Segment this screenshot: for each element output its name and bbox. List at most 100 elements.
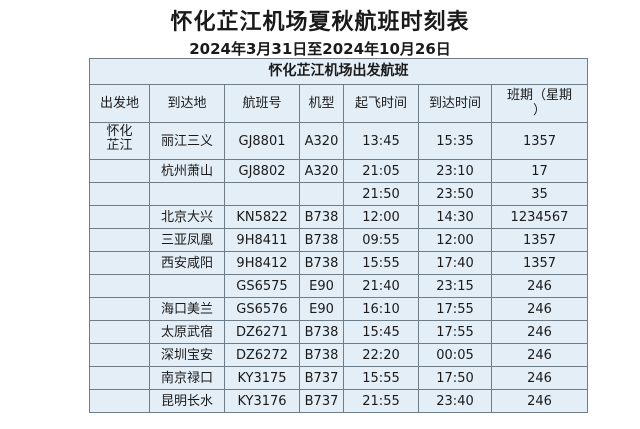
cell-arrival-time: 14:30 — [418, 205, 492, 229]
header-aircraft: 机型 — [299, 84, 344, 123]
table-row: 西安咸阳 9H8412 B738 15:55 17:40 1357 — [89, 251, 589, 275]
cell-schedule-days: 246 — [490, 389, 589, 413]
table-row: 南京禄口 KY3175 B737 15:55 17:50 246 — [89, 366, 589, 390]
cell-origin — [89, 159, 150, 183]
table-row: 深圳宝安 DZ6272 B738 22:20 00:05 246 — [89, 343, 589, 367]
cell-aircraft — [299, 182, 344, 206]
date-range: 2024年3月31日至2024年10月26日 — [189, 40, 451, 58]
cell-flight-number — [224, 182, 300, 206]
cell-aircraft: E90 — [299, 297, 344, 321]
cell-aircraft: B737 — [299, 366, 344, 390]
cell-schedule-days: 1357 — [490, 251, 589, 275]
table-row: 昆明长水 KY3176 B737 21:55 23:40 246 — [89, 389, 589, 413]
cell-origin — [89, 274, 150, 298]
cell-departure-time: 12:00 — [343, 205, 419, 229]
header-departure-time: 起飞时间 — [343, 84, 419, 123]
header-destination: 到达地 — [149, 84, 225, 123]
cell-flight-number: KY3176 — [224, 389, 300, 413]
cell-origin: 怀化 芷江 — [89, 122, 150, 160]
cell-origin — [89, 297, 150, 321]
cell-origin — [89, 228, 150, 252]
cell-arrival-time: 23:40 — [418, 389, 492, 413]
cell-departure-time: 21:50 — [343, 182, 419, 206]
cell-arrival-time: 17:40 — [418, 251, 492, 275]
cell-destination: 南京禄口 — [149, 366, 225, 390]
cell-departure-time: 21:55 — [343, 389, 419, 413]
cell-aircraft: B738 — [299, 205, 344, 229]
cell-schedule-days: 1234567 — [490, 205, 589, 229]
cell-origin — [89, 366, 150, 390]
cell-arrival-time: 15:35 — [418, 122, 492, 160]
cell-departure-time: 15:45 — [343, 320, 419, 344]
cell-flight-number: DZ6272 — [224, 343, 300, 367]
cell-destination — [149, 182, 225, 206]
cell-schedule-days: 246 — [490, 343, 589, 367]
cell-aircraft: B738 — [299, 320, 344, 344]
cell-arrival-time: 17:50 — [418, 366, 492, 390]
cell-flight-number: 9H8411 — [224, 228, 300, 252]
table-row: 杭州萧山 GJ8802 A320 21:05 23:10 17 — [89, 159, 589, 183]
cell-departure-time: 16:10 — [343, 297, 419, 321]
cell-flight-number: 9H8412 — [224, 251, 300, 275]
cell-arrival-time: 23:15 — [418, 274, 492, 298]
cell-destination: 西安咸阳 — [149, 251, 225, 275]
cell-arrival-time: 17:55 — [418, 320, 492, 344]
cell-arrival-time: 23:50 — [418, 182, 492, 206]
cell-departure-time: 09:55 — [343, 228, 419, 252]
table-row: GS6575 E90 21:40 23:15 246 — [89, 274, 589, 298]
cell-aircraft: E90 — [299, 274, 344, 298]
cell-origin — [89, 389, 150, 413]
cell-schedule-days: 246 — [490, 320, 589, 344]
table-row: 北京大兴 KN5822 B738 12:00 14:30 1234567 — [89, 205, 589, 229]
table-caption: 怀化芷江机场出发航班 — [88, 58, 589, 85]
cell-flight-number: GJ8801 — [224, 122, 300, 160]
cell-schedule-days: 1357 — [490, 228, 589, 252]
cell-origin — [89, 343, 150, 367]
table-row: 21:50 23:50 35 — [89, 182, 589, 206]
cell-arrival-time: 12:00 — [418, 228, 492, 252]
cell-arrival-time: 23:10 — [418, 159, 492, 183]
header-flight-number: 航班号 — [224, 84, 300, 123]
cell-aircraft: A320 — [299, 122, 344, 160]
table-row: 海口美兰 GS6576 E90 16:10 17:55 246 — [89, 297, 589, 321]
table-row: 三亚凤凰 9H8411 B738 09:55 12:00 1357 — [89, 228, 589, 252]
cell-destination: 深圳宝安 — [149, 343, 225, 367]
cell-origin — [89, 251, 150, 275]
cell-flight-number: GS6576 — [224, 297, 300, 321]
cell-destination: 海口美兰 — [149, 297, 225, 321]
cell-destination: 北京大兴 — [149, 205, 225, 229]
cell-destination: 三亚凤凰 — [149, 228, 225, 252]
cell-departure-time: 15:55 — [343, 251, 419, 275]
cell-flight-number: KY3175 — [224, 366, 300, 390]
cell-schedule-days: 246 — [490, 274, 589, 298]
cell-departure-time: 21:40 — [343, 274, 419, 298]
cell-flight-number: GS6575 — [224, 274, 300, 298]
cell-destination: 太原武宿 — [149, 320, 225, 344]
cell-arrival-time: 00:05 — [418, 343, 492, 367]
table-row: 太原武宿 DZ6271 B738 15:45 17:55 246 — [89, 320, 589, 344]
cell-departure-time: 13:45 — [343, 122, 419, 160]
cell-origin — [89, 182, 150, 206]
cell-schedule-days: 246 — [490, 297, 589, 321]
cell-destination — [149, 274, 225, 298]
cell-aircraft: B738 — [299, 343, 344, 367]
cell-schedule-days: 1357 — [490, 122, 589, 160]
cell-aircraft: B738 — [299, 251, 344, 275]
cell-aircraft: A320 — [299, 159, 344, 183]
cell-schedule-days: 35 — [490, 182, 589, 206]
header-schedule-days: 班期（星期 ） — [490, 84, 589, 123]
cell-aircraft: B737 — [299, 389, 344, 413]
table-row: 怀化 芷江 丽江三义 GJ8801 A320 13:45 15:35 1357 — [89, 122, 589, 160]
cell-flight-number: GJ8802 — [224, 159, 300, 183]
cell-aircraft: B738 — [299, 228, 344, 252]
cell-destination: 昆明长水 — [149, 389, 225, 413]
cell-origin — [89, 320, 150, 344]
cell-departure-time: 15:55 — [343, 366, 419, 390]
cell-departure-time: 21:05 — [343, 159, 419, 183]
cell-destination: 丽江三义 — [149, 122, 225, 160]
page-title: 怀化芷江机场夏秋航班时刻表 — [170, 10, 470, 35]
cell-departure-time: 22:20 — [343, 343, 419, 367]
cell-schedule-days: 246 — [490, 366, 589, 390]
cell-destination: 杭州萧山 — [149, 159, 225, 183]
header-origin: 出发地 — [89, 84, 150, 123]
